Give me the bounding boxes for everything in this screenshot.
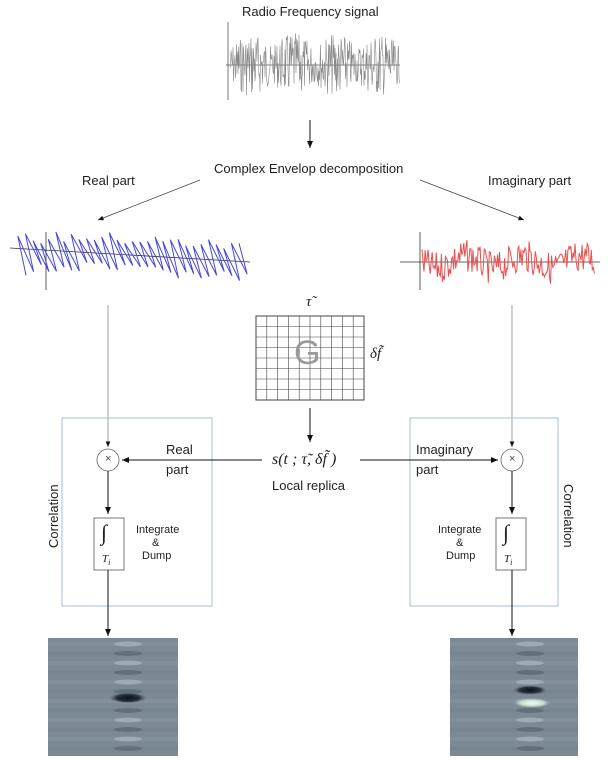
right-dump-2: & — [456, 537, 464, 549]
arrow-to-real — [97, 179, 201, 221]
imag-waveform — [421, 240, 595, 284]
left-integrator-box — [93, 517, 125, 571]
map-fringe — [516, 660, 544, 666]
map-fringe — [114, 727, 142, 732]
right-integrator-box — [495, 517, 527, 571]
left-integral-sub-index: i — [108, 558, 111, 568]
right-multiply-symbol: × — [509, 453, 516, 465]
map-band — [450, 746, 578, 751]
map-fringe — [114, 660, 142, 666]
map-band — [48, 670, 178, 675]
left-dump-1: Integrate — [136, 524, 180, 536]
decomposition-label: Complex Envelop decomposition — [214, 161, 404, 176]
right-dump-3: Dump — [446, 550, 476, 562]
map-fringe — [516, 679, 544, 685]
real-part-label: Real part — [82, 173, 135, 188]
map-band — [48, 689, 178, 694]
map-band — [450, 670, 578, 675]
map-band — [48, 661, 178, 665]
map-band — [450, 737, 578, 741]
left-correlation-map — [48, 638, 178, 756]
map-fringe — [516, 717, 544, 723]
left-correlation-box — [61, 417, 213, 607]
map-fringe — [516, 641, 544, 647]
map-band — [48, 642, 178, 646]
grid-g — [255, 315, 365, 401]
map-band — [450, 642, 578, 646]
left-dump-3: Dump — [142, 550, 172, 562]
arrow-to-imag — [419, 179, 525, 221]
left-dump-2: & — [152, 537, 160, 549]
map-band — [450, 727, 578, 732]
tau-symbol: τ̃ — [306, 294, 312, 310]
map-fringe — [114, 651, 142, 656]
real-waveform — [17, 231, 248, 281]
right-integral-sub: T — [504, 553, 511, 565]
map-fringe — [114, 736, 142, 742]
left-correlation-label: Correlation — [46, 484, 61, 548]
right-dump-1: Integrate — [438, 524, 482, 536]
replica-formula: s(t ; τ̃, δf̃ ) — [272, 451, 337, 468]
rf-waveform — [229, 33, 400, 96]
delta-f-symbol: δf̃ — [370, 346, 382, 362]
rf-title: Radio Frequency signal — [242, 4, 379, 19]
real-wave-path — [17, 231, 248, 281]
map-band — [48, 708, 178, 713]
map-fringe — [516, 708, 544, 713]
map-band — [48, 737, 178, 741]
map-fringe — [516, 727, 544, 732]
map-fringe — [114, 679, 142, 685]
rf-signal-plot — [226, 22, 400, 100]
map-fringe — [114, 708, 142, 713]
left-multiply-symbol: × — [105, 453, 112, 465]
map-fringe — [516, 670, 544, 675]
replica-label: Local replica — [272, 478, 345, 493]
left-input-label-2: part — [166, 462, 189, 477]
right-correlation-map — [450, 638, 578, 756]
map-band — [450, 661, 578, 665]
map-fringe — [114, 641, 142, 647]
right-input-label-2: part — [416, 462, 439, 477]
map-fringe — [516, 746, 544, 751]
right-input-label-1: Imaginary — [416, 442, 474, 457]
map-fringe — [114, 670, 142, 675]
map-fringe — [114, 717, 142, 723]
right-integral-sub-index: i — [510, 558, 513, 568]
map-band — [48, 746, 178, 751]
map-band — [450, 708, 578, 713]
map-band — [450, 680, 578, 684]
map-band — [450, 718, 578, 722]
right-integral-symbol: ∫ — [503, 520, 510, 545]
real-part-plot — [9, 231, 251, 290]
left-integral-sub: T — [102, 553, 109, 565]
right-correlation-box — [409, 417, 559, 607]
rf-wave-path — [229, 33, 400, 96]
imag-part-plot — [400, 232, 600, 290]
map-band — [48, 718, 178, 722]
imag-part-label: Imaginary part — [488, 173, 572, 188]
grid-letter-g: G — [294, 334, 321, 372]
map-band — [450, 651, 578, 656]
map-fringe — [516, 736, 544, 742]
map-band — [48, 680, 178, 684]
imag-wave-path — [421, 240, 595, 284]
map-band — [48, 727, 178, 732]
map-band — [48, 651, 178, 656]
right-correlation-label: Correlation — [561, 484, 576, 548]
left-input-label-1: Real — [166, 442, 193, 457]
map-fringe — [516, 651, 544, 656]
map-fringe — [114, 746, 142, 751]
left-integral-symbol: ∫ — [101, 520, 108, 545]
